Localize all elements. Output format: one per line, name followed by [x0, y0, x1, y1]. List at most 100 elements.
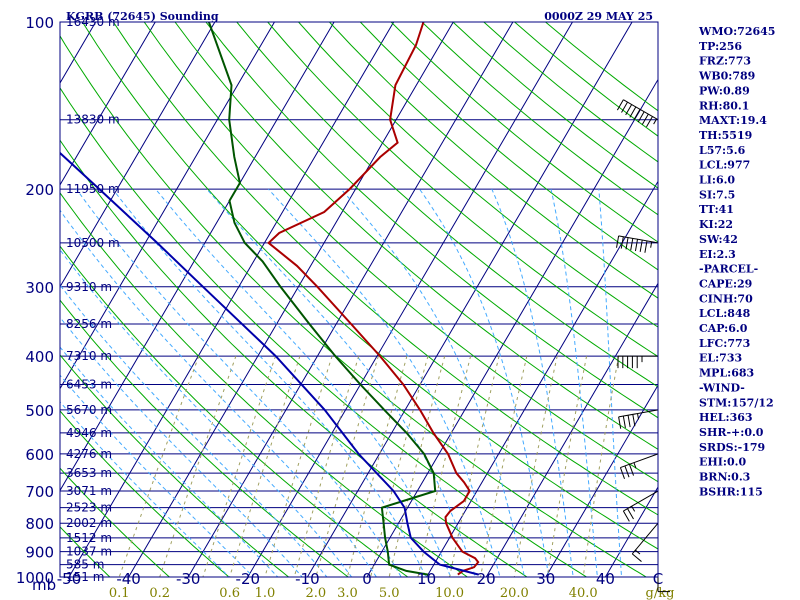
- wind-barb-flag: [616, 235, 620, 248]
- sounding-trace-1: [207, 22, 437, 576]
- mixing-ratio-line: [293, 355, 360, 577]
- pressure-tick-label: 400: [25, 348, 54, 366]
- temperature-tick-label: 10: [417, 570, 436, 588]
- mixing-ratio-tick-label: 20.0: [500, 586, 529, 600]
- wind-barb-flag: [622, 415, 626, 428]
- pressure-axis-unit: mb: [32, 576, 56, 594]
- height-label: 7310 m: [66, 349, 112, 363]
- isotherm--30: [187, 22, 514, 577]
- mixing-ratio-tick-label: 10.0: [435, 586, 464, 600]
- sounding-index-item: TT:41: [699, 203, 734, 216]
- wind-barb-staff: [631, 522, 659, 555]
- dry-adiabat: [60, 87, 588, 577]
- sounding-index-item: CINH:70: [699, 292, 753, 305]
- wind-barb: [631, 522, 659, 562]
- mixing-ratio-line: [315, 355, 379, 577]
- sounding-index-item: EL:733: [699, 352, 742, 365]
- sounding-index-item: WMO:72645: [698, 25, 775, 38]
- height-label: 585 m: [66, 558, 104, 572]
- pressure-tick-label: 900: [25, 544, 54, 562]
- sounding-index-item: SW:42: [699, 233, 738, 246]
- moist-adiabat: [550, 188, 598, 577]
- mixing-ratio-line: [449, 355, 500, 577]
- isotherm-10: [426, 180, 658, 577]
- sounding-index-item: MPL:683: [699, 367, 754, 380]
- moist-adiabat: [60, 284, 328, 577]
- sounding-index-item: EHI:0.0: [699, 456, 746, 469]
- temperature-tick-label: 40: [596, 570, 615, 588]
- wind-barb-flag: [641, 113, 649, 125]
- temperature-tick-label: -20: [236, 570, 261, 588]
- wind-barb-half-flag: [653, 118, 658, 125]
- wind-barb-flag: [630, 238, 634, 251]
- moist-adiabat: [60, 346, 279, 577]
- mixing-ratio-lines: [118, 355, 620, 577]
- sounding-index-item: SI:7.5: [699, 188, 735, 201]
- dry-adiabat: [143, 22, 658, 483]
- dry-adiabat: [0, 22, 62, 589]
- dry-adiabat: [267, 22, 658, 358]
- dry-adiabat: [60, 467, 171, 577]
- isotherm-20: [485, 282, 658, 577]
- dry-adiabat: [60, 299, 350, 577]
- height-label: 8256 m: [66, 317, 112, 331]
- sounding-index-item: -PARCEL-: [699, 263, 758, 276]
- dry-adiabat-lines: [0, 22, 658, 589]
- sounding-index-item: TP:256: [699, 40, 742, 53]
- isotherm-30: [545, 384, 658, 577]
- chart-timestamp: 0000Z 29 MAY 25: [544, 10, 653, 23]
- isotherm--60: [60, 22, 335, 492]
- wind-barb-flag: [646, 116, 653, 128]
- height-label: 6453 m: [66, 378, 112, 392]
- mixing-ratio-tick-label: 0.2: [149, 586, 170, 600]
- dry-adiabat: [112, 22, 658, 516]
- wind-barb-flag: [616, 99, 624, 111]
- wind-barb: [616, 99, 659, 128]
- sounding-index-item: TH:5519: [699, 129, 752, 142]
- isotherm--70: [60, 22, 275, 390]
- sounding-index-item: EI:2.3: [699, 248, 736, 261]
- wind-barb-flag: [625, 237, 629, 250]
- moist-adiabat: [60, 248, 353, 577]
- mixing-ratio-line: [513, 355, 558, 577]
- moist-adiabat: [60, 209, 378, 577]
- sounding-index-item: L57:5.6: [699, 144, 746, 157]
- isotherm--90: [60, 22, 156, 186]
- pressure-tick-label: 600: [25, 446, 54, 464]
- temperature-tick-label: -30: [176, 570, 201, 588]
- isotherm--80: [60, 22, 216, 288]
- sounding-index-item: CAPE:29: [699, 277, 752, 290]
- wind-barb-flag: [619, 467, 625, 480]
- wind-barb-flag: [644, 240, 648, 253]
- wind-barb-staff: [618, 409, 659, 418]
- wind-barb: [619, 453, 659, 480]
- pressure-tick-label: 800: [25, 515, 54, 533]
- temperature-axis: -50 -40 -30 -20 -10 0 10 20 30 40 C: [57, 570, 663, 588]
- sounding-index-item: LCL:848: [699, 307, 751, 320]
- isotherm-grid: [60, 22, 658, 577]
- wind-barb-flag: [632, 414, 636, 427]
- sounding-index-item: HEL:363: [699, 411, 753, 424]
- mixing-ratio-line: [388, 355, 446, 577]
- dry-adiabat: [298, 22, 658, 328]
- wind-barb-flag: [629, 106, 637, 118]
- height-label: 1512 m: [66, 531, 112, 545]
- sounding-index-item: LI:6.0: [699, 174, 735, 187]
- height-label: 10500 m: [66, 236, 120, 250]
- mixing-ratio-axis: 0.1 0.2 0.6 1.0 2.0 3.0 5.0 10.0 20.0 40.0 g/kg: [109, 586, 675, 600]
- pressure-tick-label: 200: [25, 181, 54, 199]
- sounding-index-item: SHR-+:0.0: [699, 426, 764, 439]
- mixing-ratio-tick-label: 2.0: [306, 586, 327, 600]
- moist-adiabat: [491, 188, 574, 577]
- wind-barb-flag: [625, 104, 633, 116]
- wind-barb-half-flag: [635, 549, 641, 555]
- dry-adiabat: [0, 22, 1, 589]
- mixing-ratio-line: [582, 356, 620, 577]
- pressure-tick-label: 300: [25, 279, 54, 297]
- height-label: 1037 m: [66, 545, 112, 559]
- dry-adiabat: [359, 22, 658, 271]
- height-label: 3653 m: [66, 466, 112, 480]
- height-label: 9310 m: [66, 280, 112, 294]
